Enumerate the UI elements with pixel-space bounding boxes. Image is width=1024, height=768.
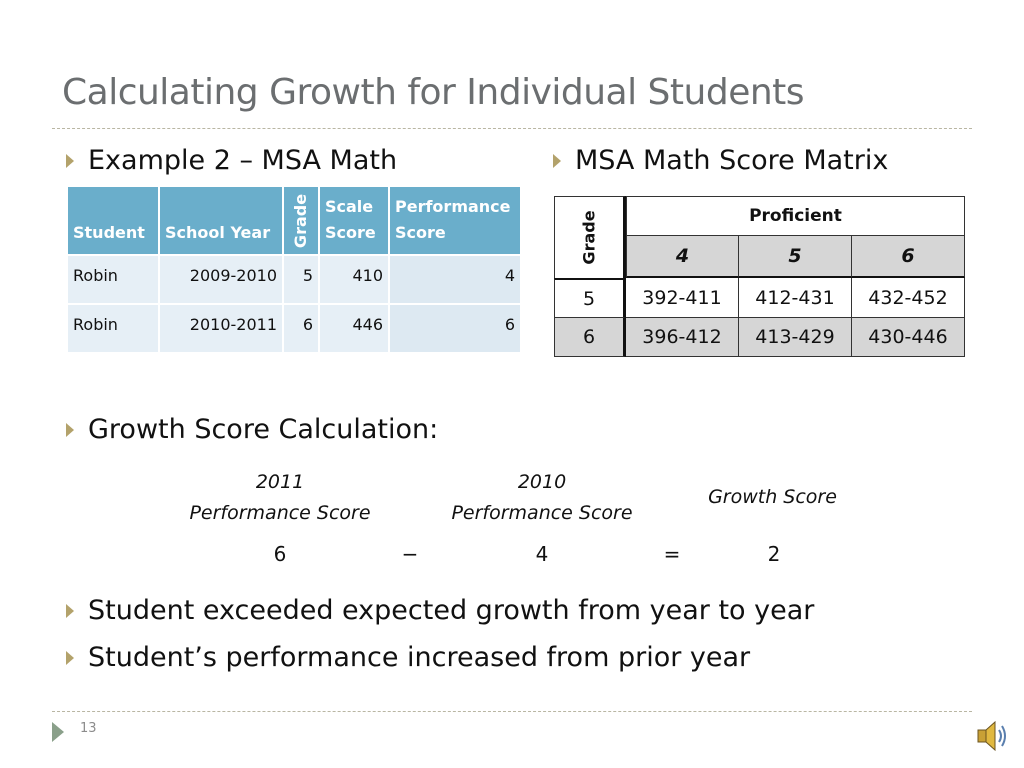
bullet-triangle-icon — [66, 650, 74, 665]
matrix-row-grade: 6 — [554, 317, 626, 357]
matrix-range-cell: 430-446 — [852, 317, 965, 357]
speaker-icon[interactable] — [976, 718, 1010, 758]
bullet-performance-increased: Student’s performance increased from pri… — [66, 642, 750, 673]
bullet-triangle-icon — [66, 422, 74, 437]
label-2010-performance: 2010 Performance Score — [432, 467, 652, 529]
student-score-table: Student School Year Grade Scale Score Pe… — [68, 187, 520, 352]
label-growth-score: Growth Score — [708, 486, 837, 508]
matrix-col-header: 5 — [739, 236, 852, 278]
table-header-row: Student School Year Grade Scale Score Pe… — [68, 187, 520, 255]
matrix-range-cell: 392-411 — [626, 278, 739, 317]
equals-sign: = — [663, 542, 681, 566]
minus-sign: − — [401, 542, 419, 566]
header-grade: Grade — [283, 187, 320, 255]
cell-student: Robin — [68, 303, 160, 352]
bullet-exceeded-growth-text: Student exceeded expected growth from ye… — [88, 595, 815, 626]
cell-grade: 5 — [283, 254, 320, 304]
matrix-proficient-header: Proficient — [626, 196, 965, 236]
label-2010-text: Performance Score — [451, 502, 633, 524]
bullet-growth-calc: Growth Score Calculation: — [66, 414, 438, 445]
cell-student: Robin — [68, 254, 160, 304]
header-grade-text: Grade — [291, 193, 310, 248]
matrix-range-cell: 413-429 — [739, 317, 852, 357]
matrix-grade-header-text: Grade — [579, 210, 599, 265]
bullet-triangle-icon — [66, 603, 74, 618]
header-performance-score-line1: Performance — [395, 197, 511, 216]
cell-school-year: 2009-2010 — [159, 254, 284, 304]
bullet-exceeded-growth: Student exceeded expected growth from ye… — [66, 595, 814, 626]
header-scale-score-line2: Score — [325, 223, 376, 242]
matrix-row-grade: 5 — [554, 278, 626, 317]
header-performance-score-line2: Score — [395, 223, 446, 242]
slide-title: Calculating Growth for Individual Studen… — [62, 72, 805, 113]
matrix-col-header: 4 — [626, 236, 739, 278]
header-scale-score: Scale Score — [319, 187, 390, 255]
header-performance-score: Performance Score — [389, 187, 520, 255]
score-matrix: Grade Proficient 4 5 6 5 392-411 412-431… — [554, 196, 965, 357]
growth-value: 2 — [767, 542, 781, 566]
header-school-year: School Year — [159, 187, 284, 255]
label-2011-performance: 2011 Performance Score — [170, 467, 390, 529]
cell-performance-score: 6 — [389, 303, 520, 352]
label-2010-year: 2010 — [517, 471, 567, 493]
bullet-matrix-title-text: MSA Math Score Matrix — [575, 145, 889, 176]
matrix-range-cell: 432-452 — [852, 278, 965, 317]
matrix-grade-header: Grade — [554, 196, 626, 278]
label-2011-text: Performance Score — [189, 502, 371, 524]
header-student: Student — [68, 187, 160, 255]
matrix-col-header: 6 — [852, 236, 965, 278]
cell-scale-score: 410 — [319, 254, 390, 304]
bullet-growth-calc-text: Growth Score Calculation: — [88, 414, 439, 445]
value-2011: 6 — [273, 542, 287, 566]
bullet-performance-increased-text: Student’s performance increased from pri… — [88, 642, 751, 673]
bullet-matrix-title: MSA Math Score Matrix — [553, 145, 888, 176]
bullet-example: Example 2 – MSA Math — [66, 145, 397, 176]
cell-school-year: 2010-2011 — [159, 303, 284, 352]
bullet-triangle-icon — [553, 153, 561, 168]
slide-number: 13 — [80, 721, 97, 736]
bullet-triangle-icon — [66, 153, 74, 168]
table-row: Robin 2010-2011 6 446 6 — [68, 303, 520, 352]
header-scale-score-line1: Scale — [325, 197, 374, 216]
cell-performance-score: 4 — [389, 254, 520, 304]
matrix-range-cell: 412-431 — [739, 278, 852, 317]
matrix-range-cell: 396-412 — [626, 317, 739, 357]
play-triangle-icon[interactable] — [52, 722, 64, 742]
table-row: Robin 2009-2010 5 410 4 — [68, 254, 520, 304]
bullet-example-text: Example 2 – MSA Math — [88, 145, 398, 176]
cell-grade: 6 — [283, 303, 320, 352]
value-2010: 4 — [535, 542, 549, 566]
title-divider — [52, 128, 972, 129]
label-2011-year: 2011 — [255, 471, 305, 493]
cell-scale-score: 446 — [319, 303, 390, 352]
footer-divider — [52, 711, 972, 712]
